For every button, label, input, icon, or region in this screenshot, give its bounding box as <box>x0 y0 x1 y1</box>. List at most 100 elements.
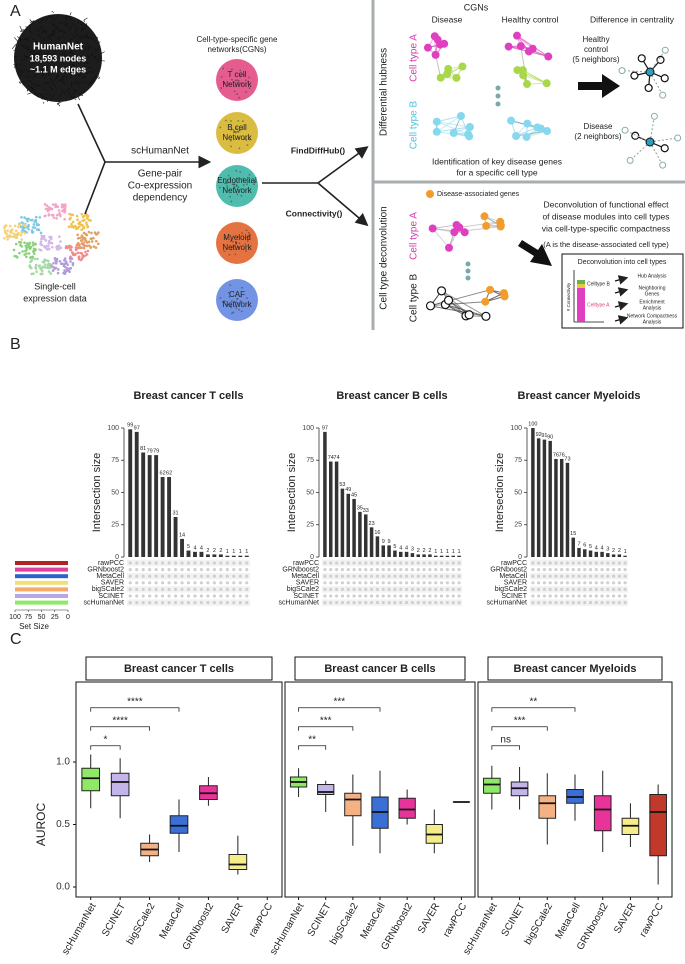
matrix-dot <box>565 568 570 572</box>
matrix-dot <box>611 561 616 565</box>
network-node <box>513 31 522 40</box>
matrix-dot <box>128 601 132 605</box>
intersection-bar <box>147 455 152 557</box>
significance-label: **** <box>127 696 143 707</box>
matrix-dot <box>381 581 385 585</box>
hairball-edge <box>76 33 81 40</box>
y-tick-label: 50 <box>306 489 314 496</box>
network-node <box>544 52 553 61</box>
matrix-dot <box>399 561 403 565</box>
intersection-bar <box>218 554 223 557</box>
matrix-dot <box>457 587 461 592</box>
matrix-dot <box>358 601 362 605</box>
matrix-dot <box>428 561 432 565</box>
hairball-edge <box>29 87 35 91</box>
matrix-dot <box>206 574 210 578</box>
hairball-edge <box>26 57 29 59</box>
cell-dot <box>17 223 21 227</box>
matrix-dot <box>141 587 145 592</box>
matrix-dot <box>148 601 152 605</box>
matrix-dot <box>154 601 158 605</box>
matrix-dot <box>428 594 432 598</box>
matrix-dot <box>434 587 438 592</box>
matrix-dot <box>588 574 593 578</box>
network-edge <box>445 301 486 306</box>
cell-dot <box>71 262 75 265</box>
network-node <box>233 185 236 188</box>
box <box>228 854 248 870</box>
hairball-edge <box>68 17 73 21</box>
bar-value-label: 97 <box>322 425 328 431</box>
matrix-dot <box>358 581 362 585</box>
hairball-edge <box>72 58 77 61</box>
hairball-edge <box>32 20 35 22</box>
matrix-dot <box>323 594 327 598</box>
hairball-edge <box>70 25 73 29</box>
intersection-bar <box>180 538 184 557</box>
matrix-dot <box>193 568 197 572</box>
network-node <box>456 112 465 121</box>
title-box <box>85 656 273 681</box>
box <box>110 772 130 797</box>
network-node <box>224 182 227 185</box>
cell-dot <box>31 250 35 253</box>
network-node <box>513 66 522 75</box>
cell-dot <box>50 207 54 211</box>
intersection-bar <box>173 517 178 557</box>
method-desc: Co-expression <box>128 181 192 192</box>
network-blob <box>216 222 258 264</box>
intersection-bar <box>542 439 547 557</box>
hairball-edge <box>51 72 54 75</box>
hairball-edge <box>82 46 88 52</box>
matrix-dot <box>364 581 368 585</box>
network-label: Network <box>222 133 252 142</box>
network-node <box>428 224 437 233</box>
matrix-dot <box>393 574 397 578</box>
hairball-edge <box>61 89 66 94</box>
network-node <box>536 124 545 133</box>
cell-dot <box>76 236 80 240</box>
network-node <box>247 80 250 83</box>
bar-value-label: 91 <box>541 433 547 439</box>
cell-dot <box>56 271 60 275</box>
hairball-edge <box>16 65 20 71</box>
box <box>398 797 416 819</box>
network-node <box>233 300 236 303</box>
matrix-dot <box>451 601 455 605</box>
network-node <box>229 139 232 142</box>
matrix-dot <box>457 574 461 578</box>
matrix-dot <box>404 601 409 605</box>
intersection-bar <box>410 553 415 557</box>
bar-value-label: 45 <box>351 492 357 498</box>
cell-dot <box>63 218 66 221</box>
cgn-header: networks(CGNs) <box>207 45 266 54</box>
network-node <box>631 131 640 140</box>
network-node <box>659 91 667 99</box>
matrix-dot <box>232 574 236 578</box>
cell-dot <box>59 214 62 218</box>
cell-dot <box>75 214 79 218</box>
matrix-dot <box>358 587 362 592</box>
hairball-edge <box>41 28 44 32</box>
intersection-bar <box>199 551 204 557</box>
box <box>593 795 612 832</box>
network-label: Network <box>222 243 252 252</box>
matrix-dot <box>399 581 403 585</box>
matrix-dot <box>186 601 191 605</box>
matrix-dot <box>346 581 350 585</box>
network-edge <box>629 141 651 161</box>
intersection-bar <box>451 555 455 557</box>
matrix-dot <box>560 561 564 565</box>
matrix-dot <box>206 594 210 598</box>
set-name: SCINET <box>501 593 527 600</box>
set-name: SAVER <box>504 580 527 587</box>
single-cell-label: expression data <box>23 293 87 303</box>
matrix-dot <box>238 581 242 585</box>
cell-dot <box>77 255 81 258</box>
matrix-dot <box>588 581 593 585</box>
matrix-dot <box>141 574 145 578</box>
matrix-dot <box>375 568 380 572</box>
matrix-dot <box>245 574 249 578</box>
matrix-dot <box>537 574 541 578</box>
ellipsis-dot <box>465 268 471 274</box>
